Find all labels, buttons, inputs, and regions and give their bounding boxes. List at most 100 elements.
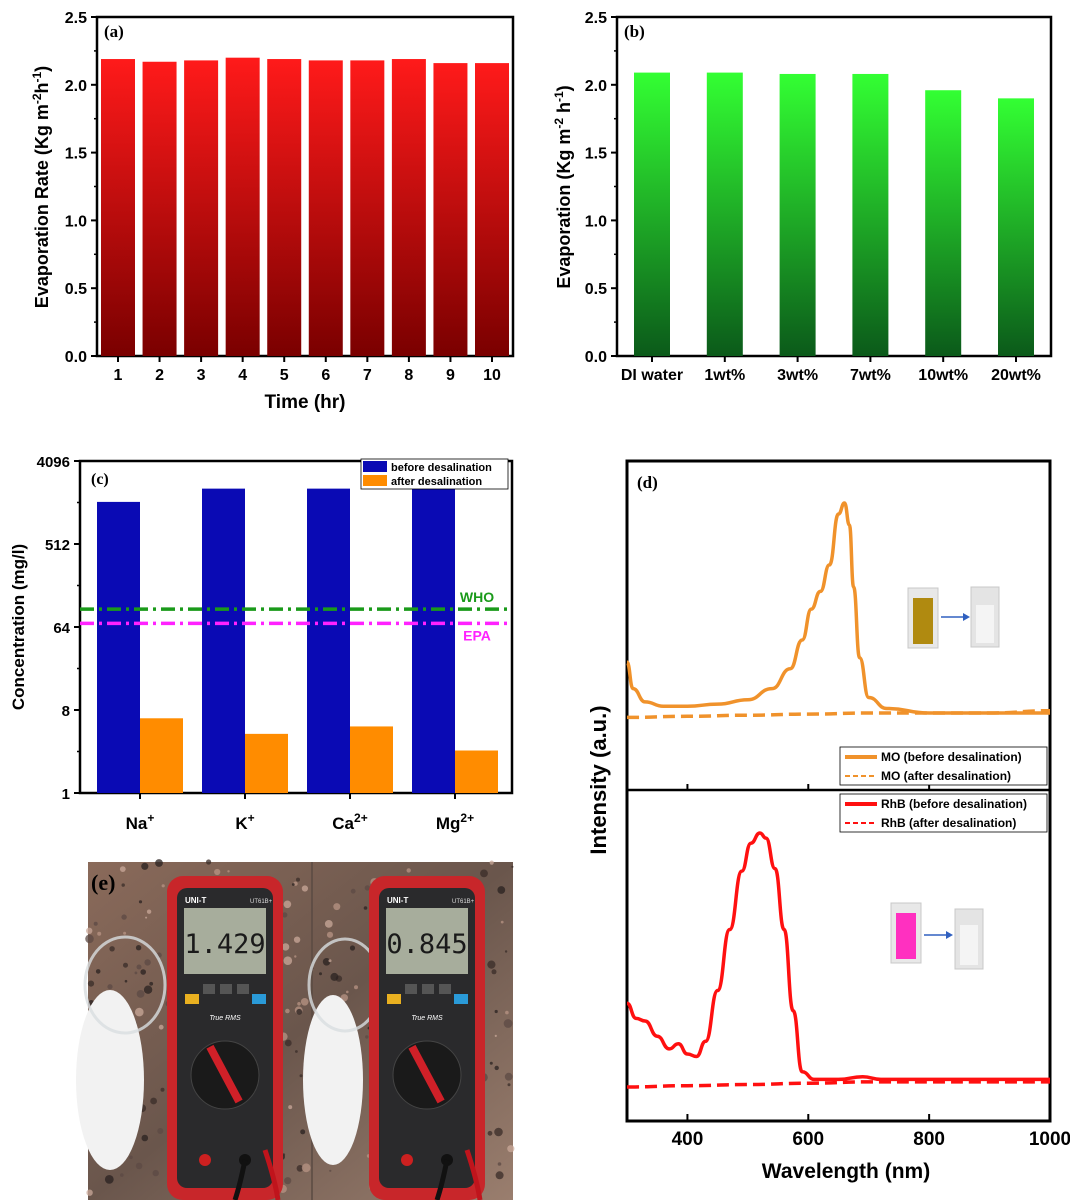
- granite-speckle: [296, 1008, 303, 1015]
- granite-speckle: [500, 920, 504, 924]
- granite-speckle: [155, 859, 163, 867]
- granite-speckle: [333, 903, 341, 911]
- multimeter-1-brand: UNI-T: [185, 896, 206, 905]
- x-tick-label: 2: [155, 367, 164, 384]
- granite-speckle: [507, 1145, 515, 1153]
- multimeter-1-rms: True RMS: [209, 1015, 241, 1022]
- x-tick-label: 20wt%: [991, 367, 1041, 384]
- x-tick-label: 3wt%: [777, 367, 818, 384]
- beaker-left: [83, 935, 167, 1035]
- granite-speckle: [511, 865, 514, 868]
- granite-speckle: [144, 959, 151, 966]
- granite-speckle: [503, 1019, 513, 1028]
- legend-rhb-before-label: RhB (before desalination): [881, 797, 1027, 811]
- panel-c-label: (c): [91, 471, 109, 488]
- granite-speckle: [150, 1097, 158, 1105]
- granite-speckle: [489, 860, 494, 865]
- granite-speckle: [497, 1162, 502, 1166]
- spectrum-mo-before: [625, 501, 1050, 715]
- x-tick-label: 600: [792, 1129, 824, 1150]
- granite-speckle: [507, 1083, 511, 1087]
- granite-speckle: [301, 885, 308, 892]
- granite-speckle: [138, 900, 143, 904]
- x-tick-label: Mg2+: [436, 811, 474, 833]
- granite-speckle: [124, 979, 128, 983]
- multimeter-2-probe-black: [434, 1159, 450, 1200]
- x-tick-label: 7wt%: [850, 367, 891, 384]
- granite-speckle: [135, 1162, 143, 1170]
- granite-speckle: [123, 931, 127, 935]
- x-tick-label: 6: [321, 367, 330, 384]
- granite-speckle: [288, 1105, 293, 1110]
- granite-speckle: [487, 1130, 493, 1136]
- x-tick-label: 5: [280, 367, 289, 384]
- panel-b-y-axis-title: Evaporation (Kg m-2 h-1): [552, 85, 574, 288]
- reference-label-who: WHO: [460, 589, 494, 605]
- granite-speckle: [282, 912, 288, 918]
- y-tick-label: 64: [53, 620, 70, 637]
- bar-a-1: [101, 59, 135, 356]
- granite-speckle: [326, 931, 334, 938]
- granite-speckle: [346, 990, 349, 994]
- granite-speckle: [285, 1008, 290, 1014]
- legend-swatch-before: [363, 461, 387, 472]
- y-tick-label: 0.0: [585, 349, 607, 366]
- granite-speckle: [214, 868, 221, 876]
- granite-speckle: [494, 1065, 499, 1071]
- granite-speckle: [330, 972, 339, 981]
- multimeter-1-yellow-key: [185, 994, 199, 1004]
- panel-d-bottom-legend: RhB (before desalination) RhB (after des…: [839, 793, 1048, 833]
- bar-a-2: [142, 61, 177, 357]
- y-tick-label: 2.5: [585, 10, 607, 27]
- multimeter-1-probe-red: [262, 1149, 281, 1200]
- bar-c-before-mg: [412, 486, 455, 793]
- granite-speckle: [283, 900, 292, 909]
- y-tick-label: 1.0: [65, 213, 87, 230]
- bar-a-3: [184, 60, 219, 356]
- granite-speckle: [134, 971, 138, 975]
- legend-label-before: before desalination: [391, 462, 492, 474]
- granite-speckle: [206, 859, 212, 865]
- x-tick-label: Ca2+: [332, 811, 367, 833]
- granite-speckle: [135, 945, 142, 951]
- panel-e-photo: UNI-T UT61B+ 1.429 True RMS UNI-T UT61B+…: [76, 859, 515, 1200]
- granite-speckle: [284, 1039, 292, 1047]
- granite-speckle: [322, 958, 331, 966]
- granite-speckle: [354, 985, 358, 990]
- glove-left: [76, 990, 144, 1170]
- x-tick-label: K+: [235, 811, 254, 833]
- granite-speckle: [93, 921, 98, 926]
- bar-a-5: [267, 59, 302, 356]
- granite-speckle: [104, 1175, 114, 1184]
- y-tick-label: 8: [62, 703, 70, 720]
- granite-speckle: [494, 1009, 498, 1014]
- x-tick-label: 7: [363, 367, 372, 384]
- bar-b-5: [925, 90, 962, 356]
- x-tick-label: 1: [114, 367, 123, 384]
- granite-speckle: [480, 869, 488, 878]
- legend-mo-after-label: MO (after desalination): [881, 769, 1011, 783]
- multimeter-2-brand: UNI-T: [387, 896, 408, 905]
- panel-b: (b) 0.0 0.5 1.0 1.5 2.0 2.5 DI water 1wt% 3wt% 7…: [552, 10, 1053, 384]
- granite-speckle: [135, 1007, 144, 1017]
- granite-speckle: [152, 1169, 159, 1177]
- spectrum-rhb-after: [626, 1080, 1050, 1089]
- panel-c-legend: before desalination after desalination: [360, 458, 509, 490]
- granite-speckle: [294, 955, 297, 958]
- legend-label-after: after desalination: [391, 476, 482, 488]
- multimeter-2-blue-key: [454, 994, 468, 1004]
- y-tick-label: 1.5: [585, 146, 607, 163]
- legend-swatch-after: [363, 475, 387, 486]
- y-tick-label: 2.5: [65, 10, 87, 27]
- mo-cuvette-inset: [907, 586, 1000, 649]
- mo-arrow-head: [963, 613, 970, 621]
- y-tick-label: 4096: [37, 454, 70, 471]
- y-tick-label: 0.5: [585, 281, 607, 298]
- multimeter-1-port-red: [199, 1154, 211, 1166]
- x-tick-label: 800: [913, 1129, 945, 1150]
- granite-speckle: [227, 870, 230, 873]
- bar-a-10: [475, 63, 509, 356]
- x-tick-label: 1000: [1029, 1129, 1070, 1150]
- multimeter-1-model: UT61B+: [250, 899, 273, 905]
- bar-b-4: [852, 73, 889, 357]
